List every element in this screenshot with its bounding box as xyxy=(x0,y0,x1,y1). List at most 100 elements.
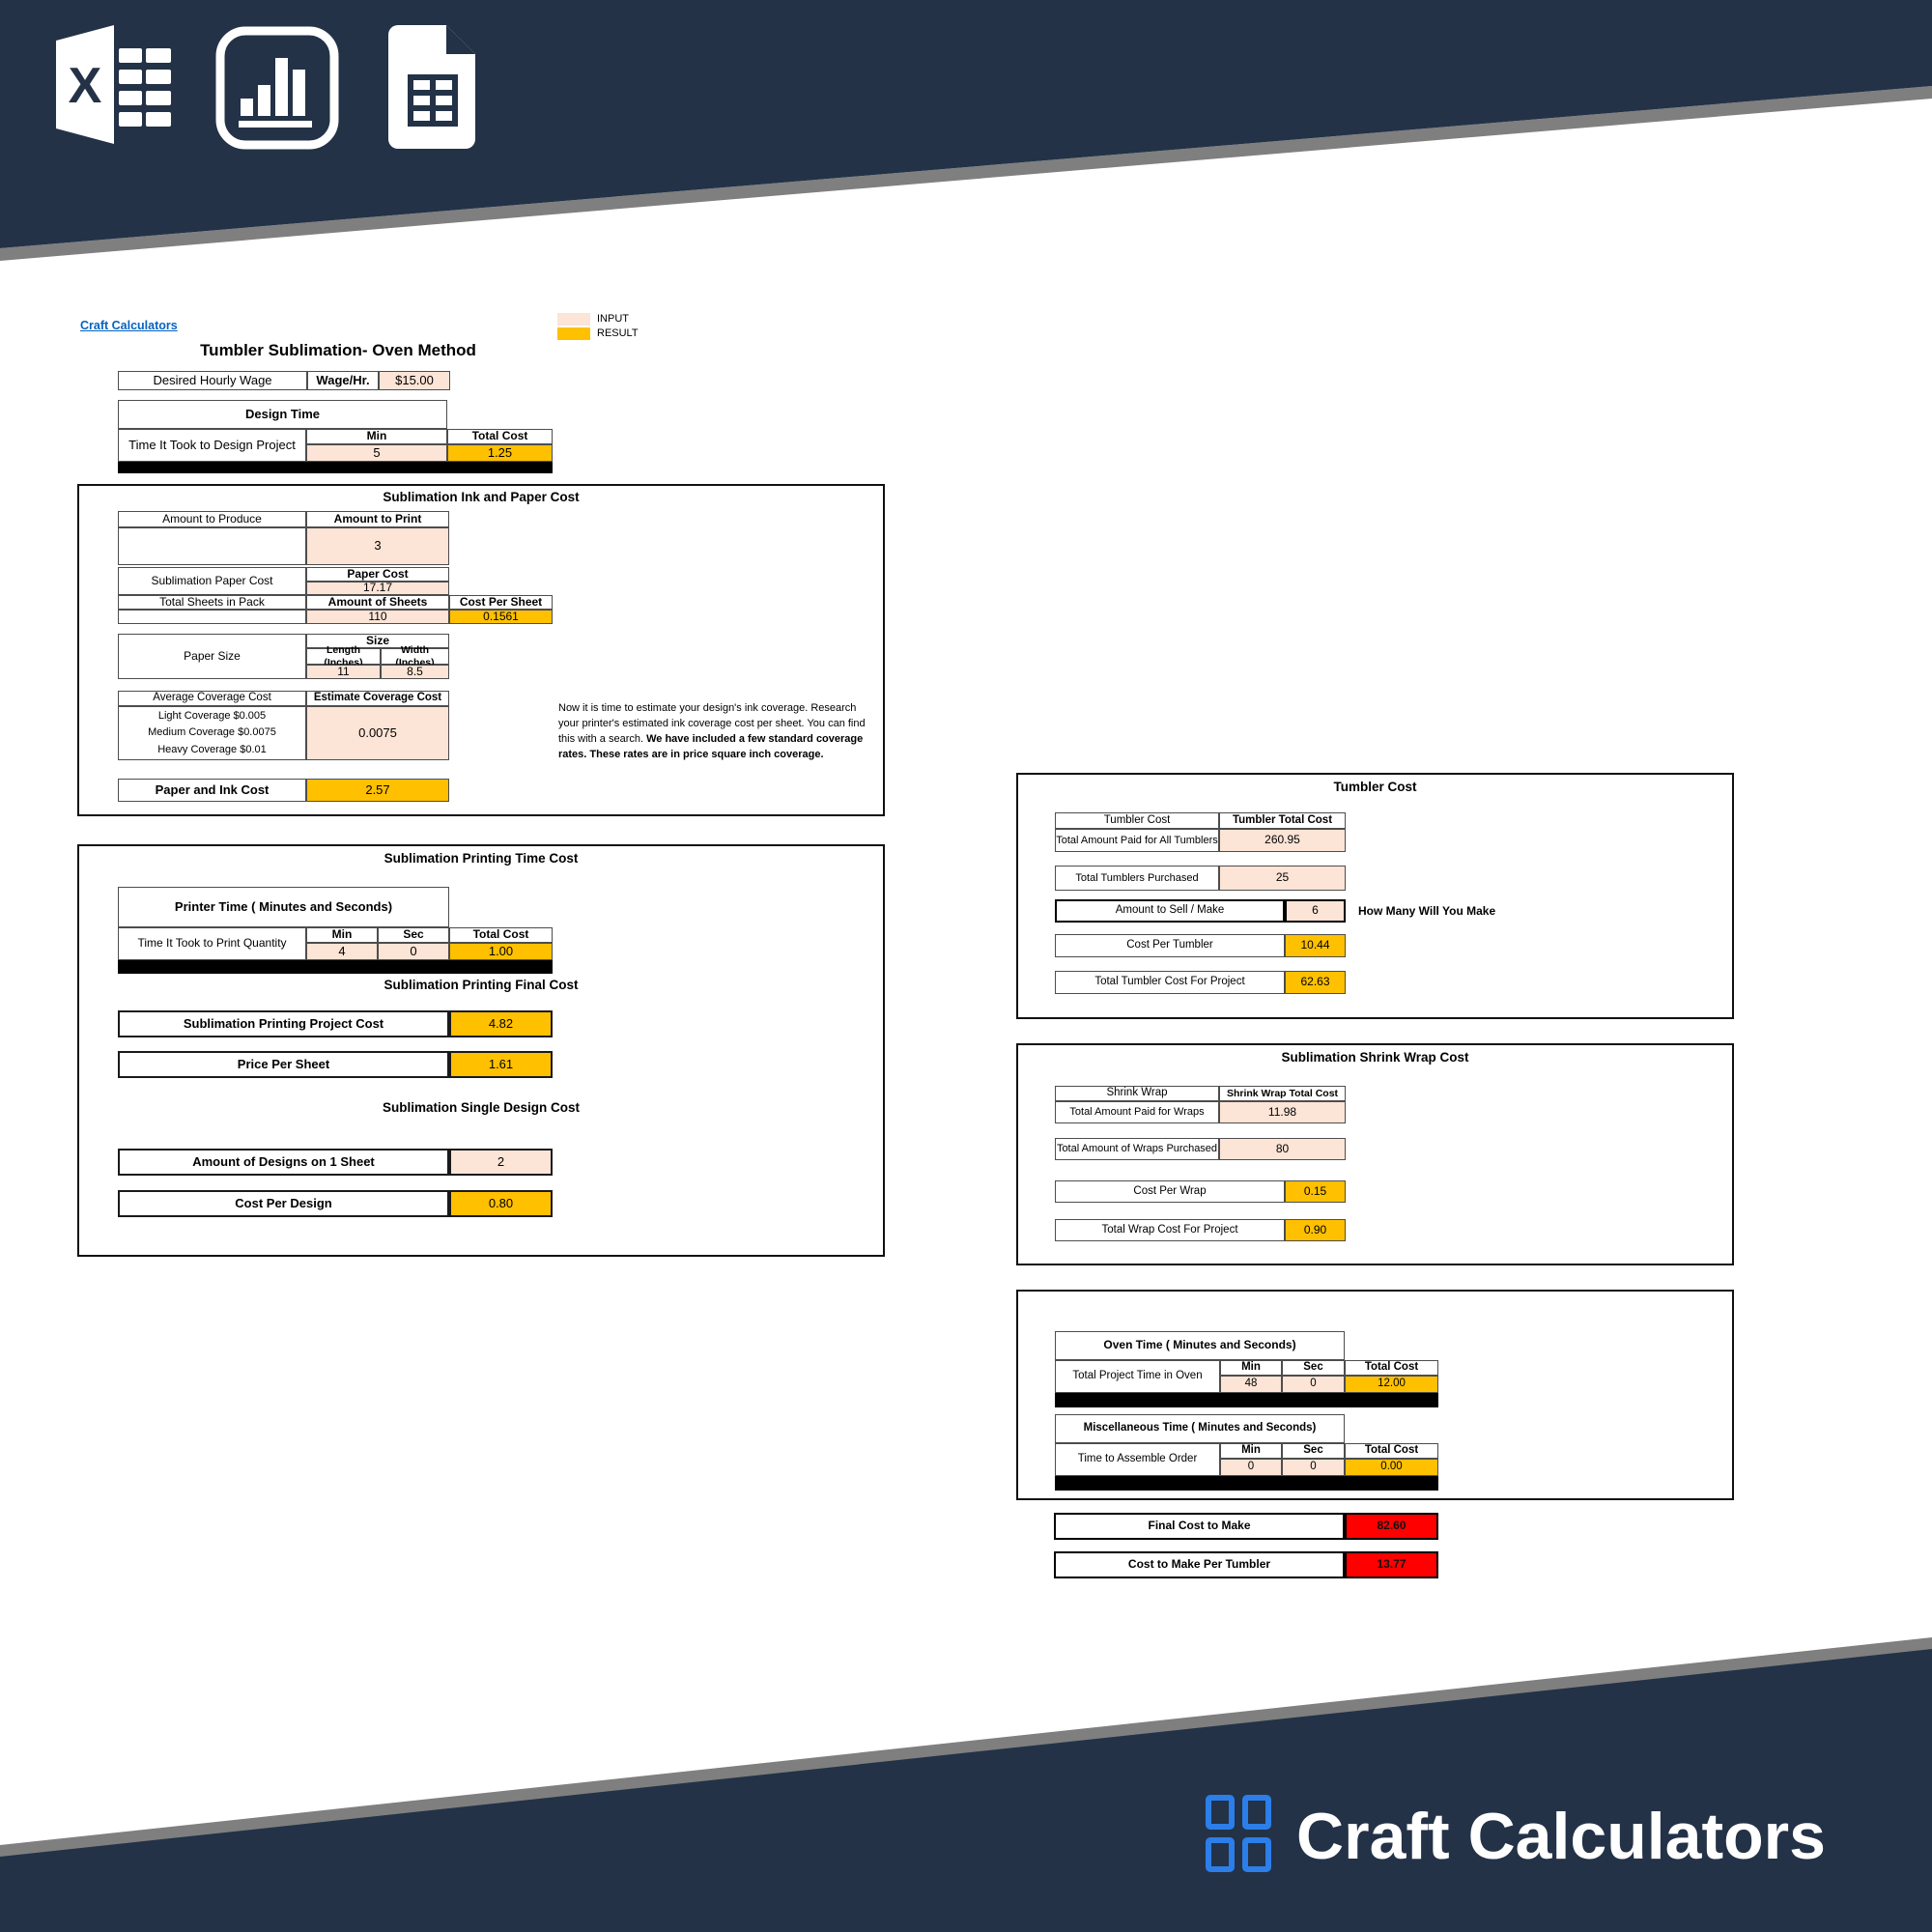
logo-square xyxy=(1206,1837,1235,1872)
wrap-project-total-value: 0.90 xyxy=(1285,1219,1346,1241)
printing-project-cost-label: Sublimation Printing Project Cost xyxy=(118,1010,449,1037)
coverage-options-cell: Light Coverage $0.005 Medium Coverage $0… xyxy=(118,706,306,760)
sheets-pack-label: Total Sheets in Pack xyxy=(118,595,306,610)
width-value[interactable]: 8.5 xyxy=(381,665,449,679)
oven-min-value[interactable]: 48 xyxy=(1220,1376,1282,1393)
oven-min-header: Min xyxy=(1220,1360,1282,1376)
cost-per-tumbler-value: 10.44 xyxy=(1285,934,1346,957)
cost-per-design-label: Cost Per Design xyxy=(118,1190,449,1217)
wraps-purchased-value[interactable]: 80 xyxy=(1219,1138,1346,1160)
single-design-title: Sublimation Single Design Cost xyxy=(382,1100,581,1115)
designs-per-sheet-value[interactable]: 2 xyxy=(449,1149,553,1176)
cost-per-design-value: 0.80 xyxy=(449,1190,553,1217)
misc-sec-value[interactable]: 0 xyxy=(1282,1459,1345,1476)
logo-square xyxy=(1242,1837,1271,1872)
oven-total-value: 12.00 xyxy=(1345,1376,1438,1393)
misc-total-header: Total Cost xyxy=(1345,1443,1438,1459)
designs-per-sheet-label: Amount of Designs on 1 Sheet xyxy=(118,1149,449,1176)
svg-text:X: X xyxy=(69,58,102,114)
wrap-project-total-label: Total Wrap Cost For Project xyxy=(1055,1219,1285,1241)
print-total-header: Total Cost xyxy=(449,927,553,943)
tumbler-paid-value[interactable]: 260.95 xyxy=(1219,829,1346,852)
printing-final-title: Sublimation Printing Final Cost xyxy=(384,978,579,992)
misc-min-value[interactable]: 0 xyxy=(1220,1459,1282,1476)
separator-bar xyxy=(118,462,553,473)
amount-sheets-header: Amount of Sheets xyxy=(306,595,449,610)
estimate-coverage-header: Estimate Coverage Cost xyxy=(306,691,449,706)
price-per-sheet-value: 1.61 xyxy=(449,1051,553,1078)
avg-coverage-label: Average Coverage Cost xyxy=(118,691,306,706)
printing-title: Sublimation Printing Time Cost xyxy=(384,851,579,866)
cost-per-wrap-value: 0.15 xyxy=(1285,1180,1346,1203)
size-header: Size xyxy=(306,634,449,648)
design-total-header: Total Cost xyxy=(447,429,553,444)
amount-produce-empty-cell xyxy=(118,527,306,565)
legend-input-label: INPUT xyxy=(597,313,629,325)
ink-paper-title: Sublimation Ink and Paper Cost xyxy=(383,490,580,504)
separator-bar xyxy=(118,960,553,974)
shrink-wrap-title: Sublimation Shrink Wrap Cost xyxy=(1281,1050,1469,1065)
oven-time-header: Oven Time ( Minutes and Seconds) xyxy=(1055,1331,1345,1360)
sheets-pack-empty-cell xyxy=(118,610,306,624)
bottom-band xyxy=(0,1649,1932,1932)
shrink-wrap-total-header: Shrink Wrap Total Cost xyxy=(1219,1086,1346,1101)
oven-sec-header: Sec xyxy=(1282,1360,1345,1376)
amount-sell-value[interactable]: 6 xyxy=(1285,899,1346,923)
print-min-value[interactable]: 4 xyxy=(306,943,378,960)
amount-sell-label: Amount to Sell / Make xyxy=(1055,899,1285,923)
design-min-value[interactable]: 5 xyxy=(306,444,447,462)
wraps-purchased-label: Total Amount of Wraps Purchased xyxy=(1055,1138,1219,1160)
misc-sec-header: Sec xyxy=(1282,1443,1345,1459)
craft-calculators-link[interactable]: Craft Calculators xyxy=(80,319,178,332)
amount-print-value[interactable]: 3 xyxy=(306,527,449,565)
tumbler-total-header: Tumbler Total Cost xyxy=(1219,812,1346,829)
wage-unit-cell: Wage/Hr. xyxy=(307,371,379,390)
coverage-option-heavy: Heavy Coverage $0.01 xyxy=(157,743,267,755)
design-time-header: Design Time xyxy=(118,400,447,429)
amount-produce-label: Amount to Produce xyxy=(118,511,306,527)
separator-bar xyxy=(1055,1393,1438,1407)
coverage-value[interactable]: 0.0075 xyxy=(306,706,449,760)
coverage-note: Now it is time to estimate your design's… xyxy=(558,701,879,761)
paper-size-label: Paper Size xyxy=(118,634,306,679)
wage-value-cell[interactable]: $15.00 xyxy=(379,371,450,390)
tumbler-title: Tumbler Cost xyxy=(1333,780,1417,794)
length-value[interactable]: 11 xyxy=(306,665,381,679)
width-header: Width (Inches) xyxy=(381,644,449,668)
bar-chart-icon xyxy=(214,25,340,151)
final-cost-value: 82.60 xyxy=(1345,1513,1438,1540)
print-min-header: Min xyxy=(306,927,378,943)
paper-cost-value[interactable]: 17.17 xyxy=(306,581,449,595)
misc-row-label: Time to Assemble Order xyxy=(1055,1443,1220,1476)
printer-time-header: Printer Time ( Minutes and Seconds) xyxy=(118,887,449,927)
craft-calculators-logo-icon xyxy=(1206,1795,1275,1874)
printing-project-cost-value: 4.82 xyxy=(449,1010,553,1037)
coverage-option-light: Light Coverage $0.005 xyxy=(157,710,267,723)
separator-bar xyxy=(1055,1476,1438,1491)
logo-square xyxy=(1206,1795,1235,1830)
cost-per-wrap-label: Cost Per Wrap xyxy=(1055,1180,1285,1203)
coverage-note-normal: Now it is time to estimate your design's… xyxy=(558,702,866,745)
cost-per-sheet-header: Cost Per Sheet xyxy=(449,595,553,610)
print-total-value: 1.00 xyxy=(449,943,553,960)
print-sec-value[interactable]: 0 xyxy=(378,943,449,960)
final-cost-label: Final Cost to Make xyxy=(1054,1513,1345,1540)
wraps-paid-value[interactable]: 11.98 xyxy=(1219,1101,1346,1123)
tumblers-purchased-value[interactable]: 25 xyxy=(1219,866,1346,891)
design-total-value: 1.25 xyxy=(447,444,553,462)
design-min-header: Min xyxy=(306,429,447,444)
coverage-option-medium: Medium Coverage $0.0075 xyxy=(148,726,276,739)
tumbler-project-total-label: Total Tumbler Cost For Project xyxy=(1055,971,1285,994)
cost-per-tumbler-final-value: 13.77 xyxy=(1345,1551,1438,1578)
shrink-wrap-header: Shrink Wrap xyxy=(1055,1086,1219,1101)
coverage-note-bold: We have included a few standard coverage… xyxy=(558,732,864,760)
cost-per-sheet-value: 0.1561 xyxy=(449,610,553,624)
amount-print-header: Amount to Print xyxy=(306,511,449,527)
oven-sec-value[interactable]: 0 xyxy=(1282,1376,1345,1393)
design-time-row-label: Time It Took to Design Project xyxy=(118,429,306,462)
length-header: Length (Inches) xyxy=(306,644,381,668)
paper-cost-header: Paper Cost xyxy=(306,567,449,582)
tumbler-project-total-value: 62.63 xyxy=(1285,971,1346,994)
amount-sheets-value[interactable]: 110 xyxy=(306,610,449,624)
